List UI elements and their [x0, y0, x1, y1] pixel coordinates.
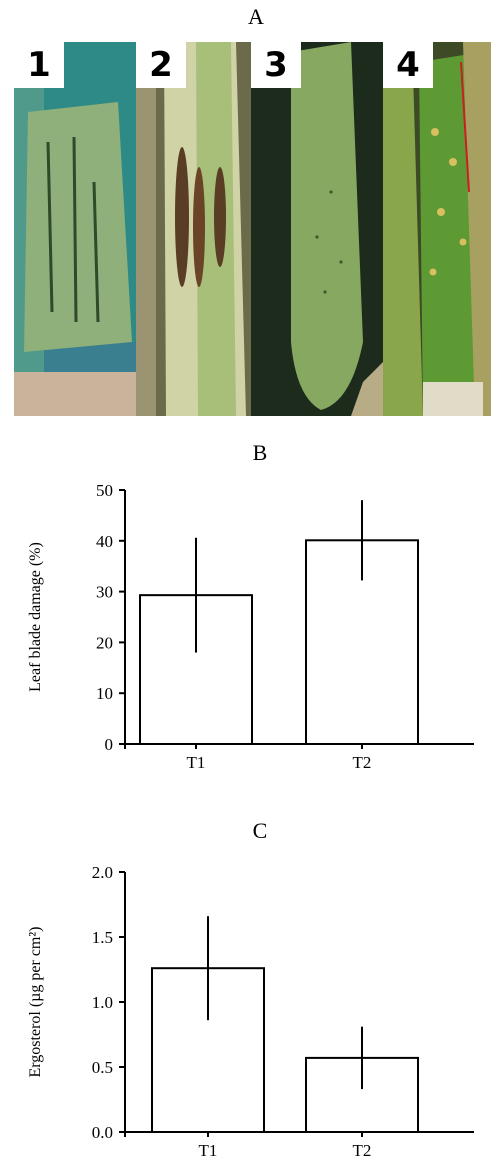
damage-y-tick-label: 30 [96, 583, 113, 602]
ergosterol-x-tick-label-t2: T2 [353, 1141, 372, 1157]
photo-number-2: 2 [136, 42, 186, 88]
damage-y-tick-label: 40 [96, 532, 113, 551]
leaf-photo-strip: 1 2 3 [14, 42, 491, 416]
ergosterol-y-axis-label: Ergosterol (µg per cm²) [27, 926, 44, 1077]
photo-number-3: 3 [251, 42, 301, 88]
damage-y-tick-label: 20 [96, 633, 113, 652]
damage-y-tick-label: 50 [96, 481, 113, 500]
panel-b-label: B [252, 440, 268, 465]
ergosterol-chart: 0.0 0.5 1.0 1.5 2.0 Ergosterol (µg per cm²) T1… [0, 850, 491, 1160]
panel-a-label: A [248, 4, 264, 29]
damage-x-tick-label-t1: T1 [187, 753, 206, 772]
leaf-photo-4: 4 [383, 42, 491, 416]
damage-y-tick-label: 0 [105, 735, 114, 754]
leaf-damage-chart-svg: 0 10 20 30 40 50 Leaf blade damage (%) T1 T2 [27, 481, 474, 772]
damage-y-axis-label: Leaf blade damage (%) [27, 542, 44, 692]
ergosterol-x-tick-label-t1: T1 [199, 1141, 218, 1157]
panel-c-label: C [252, 818, 268, 843]
photo-number-1: 1 [14, 42, 64, 88]
leaf-photo-3: 3 [251, 42, 383, 416]
ergosterol-y-tick-label: 1.0 [92, 993, 113, 1012]
leaf-photo-2: 2 [136, 42, 251, 416]
ergosterol-y-tick-label: 0.0 [92, 1123, 113, 1142]
ergosterol-y-tick-label: 1.5 [92, 928, 113, 947]
ergosterol-y-tick-label: 2.0 [92, 863, 113, 882]
damage-y-tick-label: 10 [96, 684, 113, 703]
photo-number-4: 4 [383, 42, 433, 88]
ergosterol-chart-svg: 0.0 0.5 1.0 1.5 2.0 Ergosterol (µg per cm²) T1… [27, 863, 474, 1160]
damage-x-tick-label-t2: T2 [353, 753, 372, 772]
leaf-damage-chart: 0 10 20 30 40 50 Leaf blade damage (%) T1 T2 [0, 470, 491, 800]
leaf-photo-1: 1 [14, 42, 136, 416]
ergosterol-y-tick-label: 0.5 [92, 1058, 113, 1077]
